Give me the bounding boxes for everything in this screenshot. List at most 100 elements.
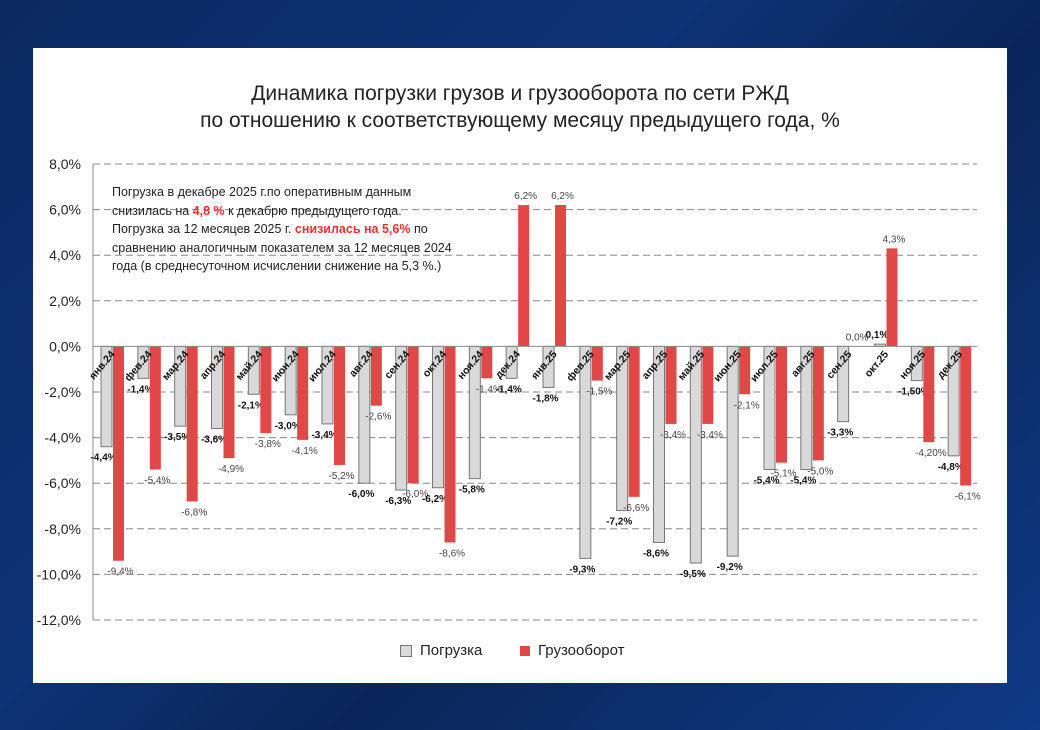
y-tick-label: 6,0% [49,202,81,218]
data-label: -9,5% [680,569,706,580]
data-label: -6,1% [955,491,981,502]
note-line: снизилась на 4,8 % к декабрю предыдущего… [112,202,512,221]
data-label: -2,1% [238,400,264,411]
legend-label: Грузооборот [538,642,625,659]
bar-turnover [665,346,677,424]
data-label: -6,3% [385,496,411,507]
bar-turnover [334,346,345,465]
data-label: -5,0% [807,466,833,477]
data-label: -1,4% [476,384,502,395]
bar-loading [689,345,702,564]
data-label: -3,8% [255,439,281,450]
bar-turnover [702,346,714,424]
data-label: -5,4% [144,476,170,487]
data-label: 6,2% [551,191,574,202]
data-label: 4,3% [883,234,906,245]
bar-turnover [886,248,898,347]
data-label: -4,8% [938,462,964,473]
legend-swatch-gray [400,644,412,657]
y-tick-label: -8,0% [44,521,81,537]
data-label: -5,4% [753,476,779,487]
bar-turnover [481,346,493,379]
data-label: -3,4% [697,430,723,441]
data-label: -8,6% [643,548,669,559]
data-label: -9,2% [717,562,743,573]
bar-turnover [923,346,935,443]
x-tick-label: окт.25 [862,349,891,380]
y-tick-label: -2,0% [44,384,81,400]
note-text: по [410,222,428,236]
data-label: -3,5% [164,432,190,443]
bar-turnover [739,346,751,395]
data-label: -1,4% [127,384,153,395]
bar-turnover [260,346,272,434]
data-label: 0,1% [866,330,889,341]
data-label: -6,0% [348,489,374,500]
data-label: -7,2% [606,517,632,528]
y-tick-label: -6,0% [44,475,81,491]
bar-turnover [113,346,124,561]
bar-turnover [186,346,198,502]
y-tick-label: 0,0% [49,338,81,354]
data-label: -1,4% [496,384,522,395]
note-text: снизилась на [112,203,193,218]
y-tick-label: 2,0% [49,293,81,309]
data-label: -6,6% [623,503,649,514]
data-label: -2,6% [365,412,391,423]
legend-swatch-red [520,645,530,656]
note-line: Погрузка за 12 месяцев 2025 г. снизилась… [112,220,512,239]
y-tick-label: -4,0% [44,430,81,446]
legend-item-turnover: Грузооборот [520,642,625,659]
bar-turnover [518,205,530,347]
data-label: -5,8% [459,485,485,496]
y-tick-label: -10,0% [37,566,81,582]
bar-loading [653,345,665,543]
data-label: -9,4% [107,567,133,578]
chart-title-line-2: по отношению к соответствующему месяцу п… [200,109,840,132]
bar-loading [726,345,739,557]
note-highlight: 4,8 % [192,203,225,218]
bar-turnover [776,346,787,463]
note-text: Погрузка за 12 месяцев 2025 г. [112,222,295,236]
chart-title-line-1: Динамика погрузки грузов и грузооборота … [251,82,789,105]
data-label: 0,0% [846,332,869,343]
legend-item-loading: Погрузка [400,642,482,659]
data-label: -1,50% [898,387,930,398]
data-label: -1,5% [586,387,612,398]
data-label: -5,2% [328,471,354,482]
bar-turnover [297,346,309,440]
data-label: -4,1% [292,446,318,457]
data-label: -5,4% [790,476,816,487]
data-label: 6,2% [514,191,537,202]
bar-turnover [407,346,419,484]
bar-turnover [960,346,972,486]
y-tick-label: 4,0% [49,247,81,263]
bar-turnover [223,346,235,459]
data-label: -4,20% [915,448,947,459]
data-label: -9,3% [569,564,595,575]
data-label: -8,6% [439,548,465,559]
legend-label: Погрузка [420,642,483,659]
data-label: -3,4% [660,430,686,441]
note-line: года (в среднесуточном исчислении снижен… [112,259,442,273]
data-label: -4,4% [90,453,116,464]
data-label: -1,8% [532,393,558,404]
bar-turnover [370,346,382,406]
data-label: -3,3% [827,428,853,439]
data-label: -3,4% [311,430,337,441]
data-label: -6,0% [402,489,428,500]
bar-turnover [812,346,824,461]
y-tick-label: 8,0% [49,156,81,172]
note-text: к декабрю предыдущего года. [224,203,402,218]
data-label: -2,1% [734,400,760,411]
chart-annotation: Погрузка в декабре 2025 г.по оперативным… [112,183,512,276]
bar-turnover [555,205,566,347]
data-label: -3,0% [275,421,301,432]
bar-turnover [444,346,456,543]
bar-turnover [591,346,603,381]
data-label: -3,6% [201,434,227,445]
data-label: -4,9% [218,464,244,475]
bar-loading [579,345,592,559]
y-tick-label: -12,0% [37,612,81,628]
